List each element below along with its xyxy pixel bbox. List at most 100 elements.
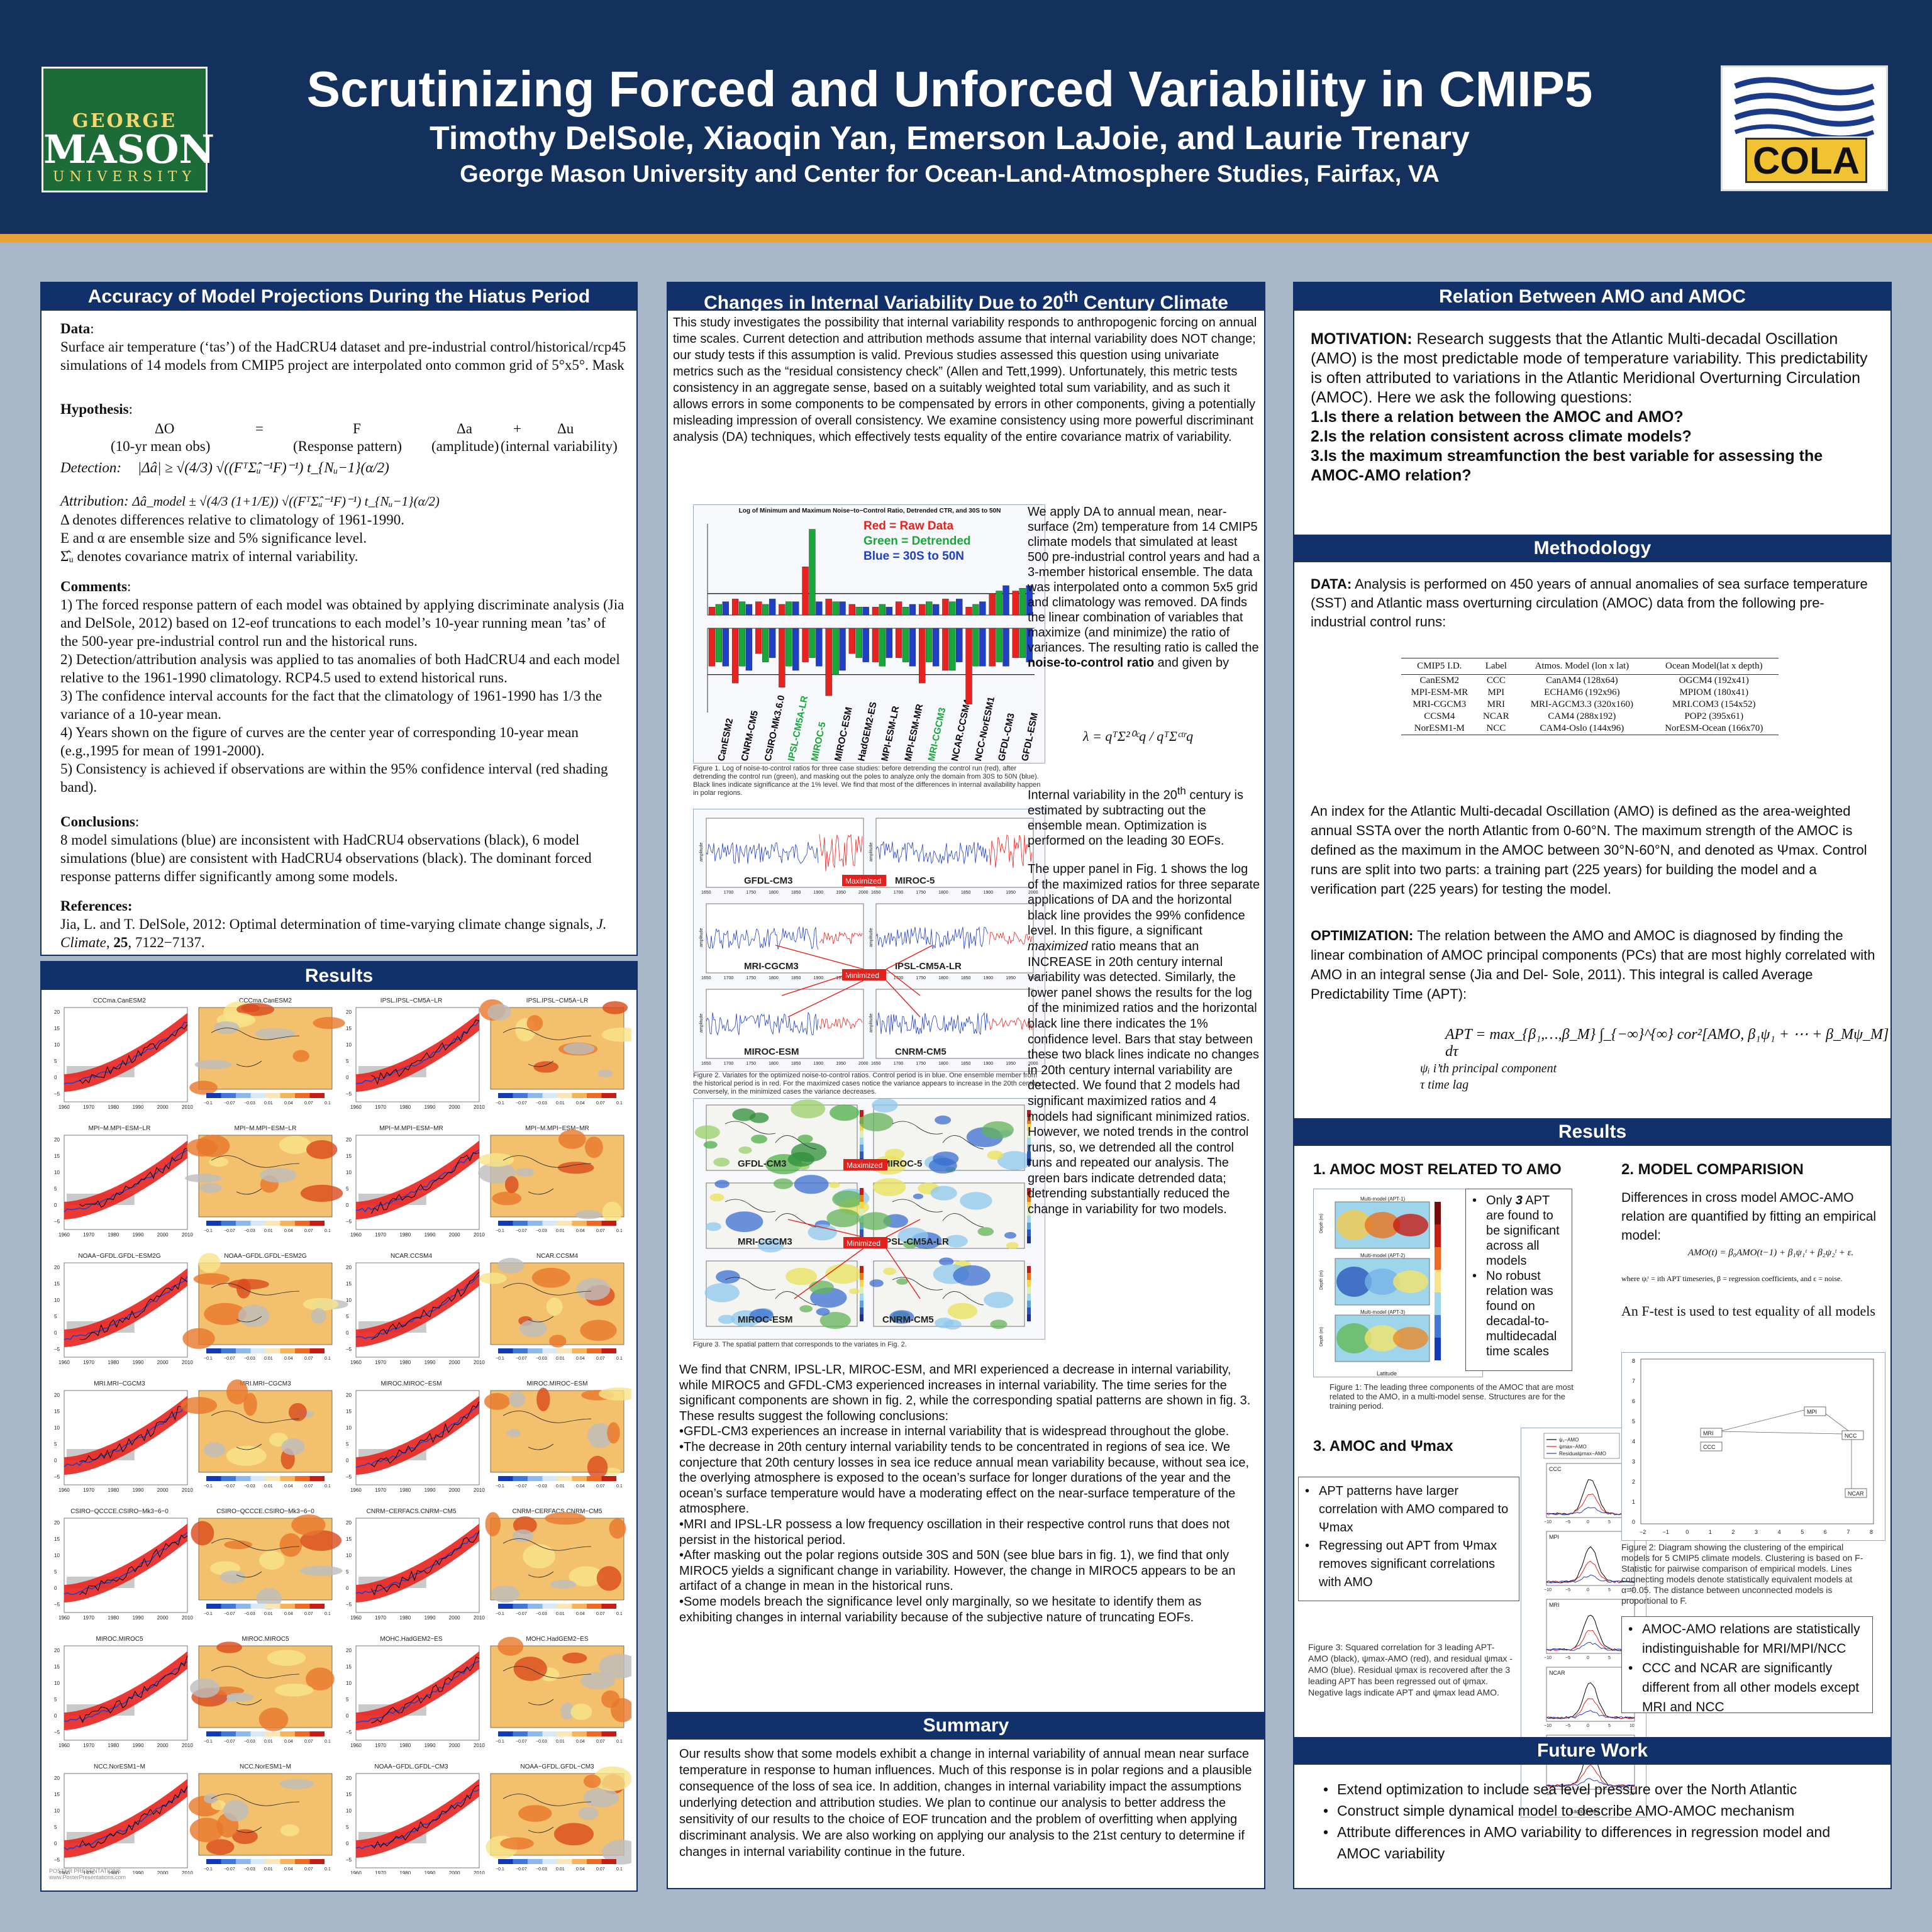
map-colorbar-cell (295, 1604, 310, 1609)
poster-affiliation: George Mason University and Center for O… (460, 161, 1440, 187)
table-cell: NCC (1477, 723, 1515, 735)
map-colorbar-cell (295, 1476, 310, 1481)
results-panel-title: CSIRO−QCCCE.CSIRO−Mk3−6−0 (216, 1508, 314, 1515)
r1-contour (1336, 1210, 1372, 1240)
fig1-lower-bar (745, 628, 753, 671)
r3-xtick: −10 (1544, 1656, 1552, 1660)
ts-ytick: −5 (54, 1857, 60, 1863)
finding-marginal: •Some models breach the significance lev… (679, 1594, 1202, 1624)
r2-link (1823, 1411, 1849, 1431)
ts-xtick: 1990 (133, 1615, 144, 1621)
results-panel-title: MPI−M.MPI−ESM−LR (89, 1125, 151, 1132)
fig1-lower-bar (979, 628, 986, 667)
poster-header: GEORGE MASON UNIVERSITY Scrutinizing For… (0, 0, 1932, 234)
r2-bullet-2: CCC and NCAR are significantly different… (1624, 1658, 1870, 1717)
fig3-map-blob (751, 1135, 767, 1144)
fig2-xtick: 1850 (791, 891, 801, 895)
internal-text-sup: th (1177, 785, 1186, 797)
map-colorbar-cell (221, 1348, 236, 1353)
ts-ytick: 15 (346, 1536, 352, 1542)
ts-ytick: 10 (54, 1425, 60, 1431)
fig2-ylabel: amplitude (699, 843, 704, 862)
legend-detrended: Green = Detrended (863, 535, 971, 548)
map-blob (306, 1140, 338, 1159)
map-colorbar-tick: −0.1 (204, 1612, 213, 1616)
fig3-colorbar-cell (860, 1124, 863, 1131)
map-blob (563, 1042, 595, 1055)
map-colorbar-cell (250, 1859, 265, 1864)
future-item-2: Construct simple dynamical model to desc… (1319, 1800, 1873, 1821)
map-colorbar-tick: 0.01 (264, 1101, 273, 1106)
fig2-xtick: 1750 (746, 891, 756, 895)
map-colorbar-cell (295, 1731, 310, 1736)
map-colorbar-cell (587, 1221, 602, 1226)
map-colorbar-cell (221, 1476, 236, 1481)
map-blob (583, 1774, 601, 1789)
fig3-colorbar-cell (1027, 1236, 1031, 1243)
map-colorbar-tick: −0.1 (204, 1357, 213, 1361)
reference-authors: Jia, L. and T. DelSole, 2012: Optimal de… (60, 916, 597, 932)
fig1-lower-bar (802, 628, 809, 662)
map-colorbar-cell (221, 1604, 236, 1609)
r1-colorbar-cell (1435, 1292, 1441, 1315)
fig3-map-blob (987, 1150, 1004, 1160)
fig2-panel-frame (706, 989, 864, 1059)
intro-text: This study investigates the possibility … (673, 316, 1257, 444)
map-colorbar-cell (513, 1348, 528, 1353)
map-colorbar-tick: 0.07 (596, 1229, 605, 1233)
ts-ytick: 0 (346, 1585, 349, 1591)
r3-xtick: 5 (1608, 1724, 1611, 1728)
footer-credit: POSTER PRESENTATIONS www.PosterPresentat… (49, 1868, 126, 1880)
map-blob (601, 1690, 620, 1708)
fig3-colorbar-cell (860, 1138, 863, 1145)
map-blob (291, 1514, 326, 1536)
map-blob (306, 1667, 335, 1690)
ts-ytick: −5 (346, 1346, 352, 1352)
map-colorbar-cell (280, 1093, 295, 1098)
r3-xtick: 0 (1587, 1588, 1589, 1592)
figure-2-caption: Figure 2. Variates for the optimized noi… (693, 1072, 1043, 1096)
fig3-colorbar-cell (1027, 1158, 1031, 1165)
comment-5: 5) Consistency is achieved if observatio… (60, 761, 608, 795)
attribution-label: Attribution: (60, 493, 129, 509)
ts-xtick: 1990 (425, 1487, 436, 1493)
fig1-upper-bar (779, 604, 786, 616)
fig2-panel-label: GFDL-CM3 (744, 875, 793, 886)
data-label-right: DATA: (1311, 576, 1352, 592)
map-colorbar-cell (601, 1093, 616, 1098)
map-colorbar-tick: 0.07 (596, 1740, 605, 1744)
map-colorbar-tick: −0.1 (204, 1484, 213, 1489)
map-colorbar-tick: −0.03 (536, 1357, 547, 1361)
ts-xtick: 1960 (350, 1232, 362, 1238)
ts-xtick: 2000 (157, 1870, 169, 1874)
r2-caption: Figure 2: Diagram showing the clustering… (1621, 1542, 1863, 1606)
r3-xtick: −5 (1565, 1520, 1570, 1524)
r1-ylabel: Depth (m) (1319, 1327, 1324, 1346)
ts-ytick: 0 (346, 1841, 349, 1846)
map-colorbar-cell (587, 1476, 602, 1481)
upper-panel-text-part2: ratio means that an INCREASE in 20th cen… (1028, 939, 1260, 1217)
fig1-lower-bar (965, 628, 972, 704)
motivation-label: MOTIVATION: (1311, 330, 1413, 348)
fig3-map-blob (714, 1180, 730, 1189)
r2-figure: −2 −1 0 1 2 3 4 5 6 7 8 8 7 6 5 4 3 2 1 0 MPI MRI NCC CCC NCAR (1621, 1352, 1885, 1541)
map-colorbar-tick: 0.01 (264, 1867, 273, 1872)
fig3-colorbar-cell (1027, 1273, 1031, 1280)
map-blob (533, 1061, 559, 1073)
r3-series (1546, 1710, 1635, 1719)
map-colorbar-cell (557, 1604, 572, 1609)
comment-2: 2) Detection/attribution analysis was ap… (60, 652, 620, 686)
fig2-control-series (875, 841, 989, 864)
map-blob (546, 1297, 563, 1316)
finding-masking: •After masking out the polar regions out… (679, 1548, 1236, 1594)
motivation-block: MOTIVATION: Research suggests that the A… (1311, 330, 1877, 486)
ts-xtick: 1960 (350, 1487, 362, 1493)
ts-xtick: 1970 (83, 1104, 94, 1110)
map-colorbar-cell (206, 1093, 221, 1098)
fig3-coastline (724, 1121, 817, 1150)
fig3-map-blob (709, 1193, 724, 1202)
map-blob (553, 1823, 594, 1846)
ts-confidence-band (64, 1779, 187, 1858)
fig2-xtick: 1950 (836, 891, 846, 895)
ts-confidence-band (356, 1779, 479, 1858)
